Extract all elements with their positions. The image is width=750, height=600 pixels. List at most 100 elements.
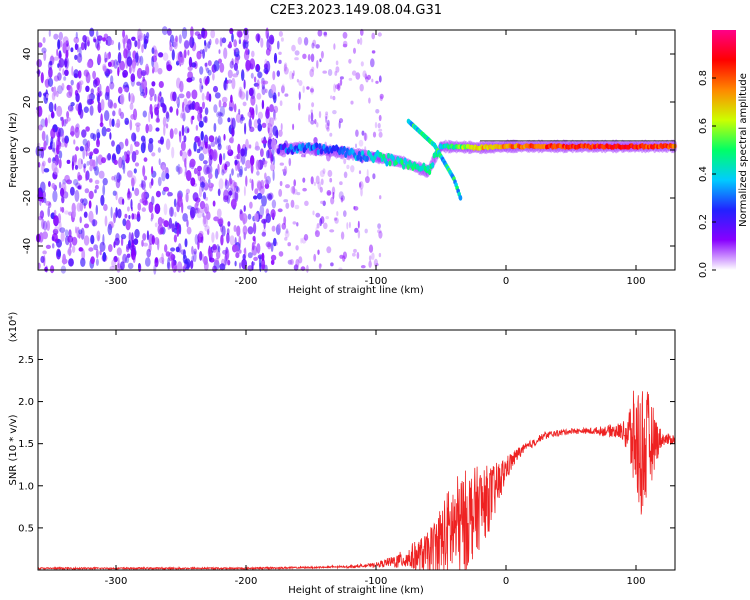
heatmap-noise-cell — [174, 221, 178, 228]
heatmap-noise-cell — [109, 132, 112, 140]
heatmap-noise-cell — [64, 56, 70, 69]
heatmap-noise-cell — [298, 91, 301, 101]
heatmap-noise-cell — [310, 53, 315, 63]
heatmap-noise-cell — [140, 70, 147, 76]
heatmap-noise-cell — [150, 178, 154, 186]
heatmap-noise-cell — [323, 31, 328, 36]
heatmap-noise-cell — [143, 242, 148, 247]
heatmap-noise-cell — [285, 184, 290, 189]
heatmap-noise-cell — [131, 132, 137, 142]
heatmap-noise-cell — [259, 204, 265, 217]
heatmap-noise-cell — [154, 49, 158, 58]
heatmap-noise-cell — [45, 244, 52, 249]
heatmap-noise-cell — [94, 184, 99, 190]
heatmap-noise-cell — [279, 180, 283, 187]
heatmap-noise-cell — [143, 39, 147, 50]
snr-series-line — [37, 390, 676, 571]
heatmap-noise-cell — [128, 92, 131, 102]
heatmap-noise-cell — [58, 221, 62, 232]
heatmap-noise-cell — [254, 188, 259, 195]
heatmap-noise-cell — [109, 39, 115, 46]
heatmap-noise-cell — [106, 53, 110, 60]
heatmap-noise-cell — [216, 111, 222, 118]
heatmap-noise-cell — [98, 170, 105, 179]
heatmap-noise-cell — [234, 159, 239, 165]
heatmap-noise-cell — [42, 37, 46, 44]
heatmap-noise-cell — [239, 165, 244, 176]
heatmap-signal-cell — [385, 160, 389, 167]
heatmap-noise-cell — [181, 27, 188, 39]
heatmap-noise-cell — [116, 118, 121, 128]
heatmap-noise-cell — [183, 39, 190, 49]
heatmap-noise-cell — [76, 53, 83, 63]
heatmap-noise-cell — [214, 136, 218, 145]
heatmap-noise-cell — [241, 213, 248, 225]
heatmap-noise-cell — [201, 92, 205, 101]
colorbar-gradient — [712, 30, 736, 270]
x-tick-label: -200 — [235, 276, 258, 287]
heatmap-signal-cell — [428, 169, 432, 176]
heatmap-noise-cell — [265, 175, 271, 185]
heatmap-noise-cell — [172, 261, 177, 273]
heatmap-noise-cell — [261, 258, 266, 270]
heatmap-noise-cell — [104, 110, 110, 122]
heatmap-noise-cell — [217, 112, 224, 117]
heatmap-noise-cell — [293, 264, 299, 271]
heatmap-noise-cell — [236, 225, 241, 237]
heatmap-noise-cell — [186, 77, 193, 83]
heatmap-noise-cell — [171, 146, 175, 159]
heatmap-noise-cell — [66, 159, 71, 164]
heatmap-noise-cell — [74, 124, 79, 133]
heatmap-noise-cell — [230, 180, 237, 192]
y-tick-label: 2.5 — [18, 355, 34, 366]
heatmap-noise-cell — [190, 76, 195, 82]
heatmap-noise-cell — [142, 233, 147, 241]
heatmap-noise-cell — [104, 91, 109, 101]
x-tick-label: 100 — [626, 576, 645, 587]
heatmap-noise-cell — [227, 69, 233, 79]
heatmap-noise-cell — [232, 73, 239, 78]
heatmap-noise-cell — [207, 164, 213, 175]
heatmap-noise-cell — [49, 60, 53, 66]
heatmap-noise-cell — [94, 165, 99, 176]
x-tick-label: -300 — [105, 576, 128, 587]
heatmap-noise-cell — [107, 153, 112, 161]
heatmap-noise-cell — [99, 250, 102, 256]
heatmap-noise-cell — [213, 85, 218, 93]
colorbar-tick-label: 0.2 — [698, 214, 709, 230]
heatmap-noise-cell — [160, 136, 164, 145]
heatmap-noise-cell — [317, 29, 323, 37]
heatmap-noise-cell — [357, 230, 361, 239]
heatmap-noise-cell — [161, 189, 166, 196]
spectrogram-x-axis-label: Height of straight line (km) — [288, 285, 424, 296]
heatmap-noise-cell — [205, 166, 211, 175]
heatmap-noise-cell — [181, 107, 186, 119]
heatmap-noise-cell — [296, 192, 301, 196]
heatmap-noise-cell — [284, 237, 288, 241]
heatmap-noise-cell — [96, 230, 101, 242]
heatmap-noise-cell — [310, 88, 314, 93]
heatmap-noise-cell — [311, 102, 315, 108]
heatmap-noise-cell — [238, 35, 241, 44]
snr-x-axis-label: Height of straight line (km) — [288, 585, 424, 596]
heatmap-noise-cell — [211, 232, 215, 243]
heatmap-noise-cell — [214, 92, 221, 99]
heatmap-noise-cell — [346, 164, 350, 170]
heatmap-noise-cell — [194, 207, 199, 214]
heatmap-noise-cell — [58, 158, 62, 169]
heatmap-noise-cell — [257, 118, 261, 125]
heatmap-noise-cell — [197, 112, 203, 123]
heatmap-noise-cell — [336, 211, 339, 217]
heatmap-noise-cell — [199, 81, 203, 93]
heatmap-noise-cell — [71, 155, 75, 167]
heatmap-noise-cell — [290, 199, 295, 208]
heatmap-noise-cell — [339, 181, 343, 186]
heatmap-noise-cell — [324, 113, 329, 120]
heatmap-noise-cell — [234, 244, 240, 253]
heatmap-noise-cell — [237, 143, 241, 154]
heatmap-noise-cell — [242, 225, 248, 236]
heatmap-noise-cell — [110, 206, 113, 219]
heatmap-noise-cell — [165, 123, 169, 129]
heatmap-noise-cell — [169, 106, 173, 113]
